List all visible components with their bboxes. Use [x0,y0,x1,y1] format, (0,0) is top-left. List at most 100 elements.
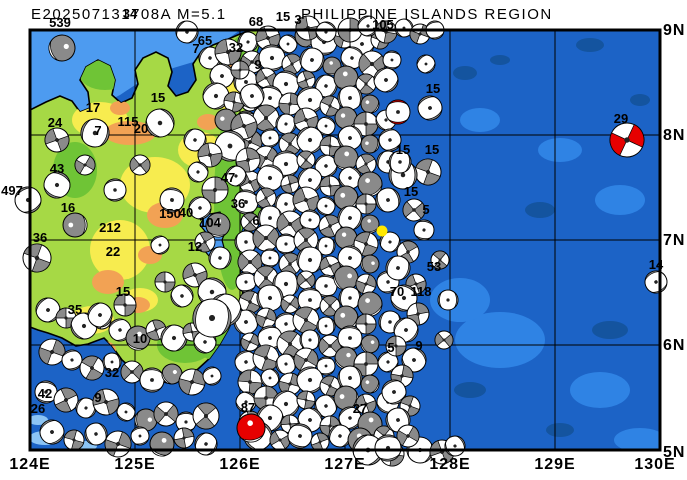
focal-mechanism [125,325,151,351]
focal-mechanism [150,235,170,255]
focal-mechanism [388,150,412,174]
focal-mechanism [437,289,459,311]
focal-mechanism [160,324,188,352]
focal-mechanism [280,294,300,314]
deep-water-patch [592,321,628,339]
focal-mechanism [299,47,325,73]
epicenter-dot [376,225,388,237]
depth-label: 14 [649,257,664,272]
focal-mechanism [225,165,247,187]
focal-mechanism-highlighted [236,413,266,443]
depth-label: 150 [159,206,181,221]
focal-mechanism [374,434,402,462]
mountain-orange-patch [110,101,130,115]
lat-tick-6n: 6N [663,337,686,354]
focal-mechanism [53,387,79,413]
focal-mechanism [360,214,380,234]
shallow-water-patch [595,185,645,215]
focal-mechanism [194,231,216,253]
depth-label: 24 [48,115,63,130]
focal-mechanism [293,347,319,373]
depth-label: 10 [133,331,147,346]
focal-mechanism [413,219,435,241]
deep-water-patch [453,66,477,80]
focal-mechanism [34,380,58,404]
focal-mechanism [173,427,195,449]
focal-mechanism [235,147,261,173]
focal-mechanism [63,429,85,451]
lat-tick-9n: 9N [663,22,686,39]
focal-mechanism [240,332,260,352]
focal-mechanism [130,426,150,446]
depth-label: 22 [106,244,120,259]
depth-label: 5 [387,340,394,355]
mountain-orange-patch [92,270,124,294]
focal-mechanism [75,397,97,419]
focal-mechanism [74,154,96,176]
focal-mechanism [319,135,341,157]
focal-mechanism [87,302,113,328]
focal-mechanism [239,83,265,109]
focal-mechanism [373,67,399,93]
depth-label: 9 [94,390,101,405]
deep-water-patch [546,423,574,437]
depth-label: 115 [118,114,139,129]
focal-mechanism [39,419,65,445]
depth-label: 105 [372,17,394,32]
depth-label: 497 [1,183,23,198]
depth-label: 17 [86,100,100,115]
focal-mechanism [154,271,176,293]
depth-label: 40 [179,205,193,220]
focal-mechanism [353,111,379,137]
focal-mechanism [14,186,42,214]
focal-mechanism [402,198,426,222]
focal-mechanism [153,401,179,427]
focal-mechanism [240,212,260,232]
focal-mechanism [385,335,407,357]
lon-tick-124e: 124E [9,456,51,473]
depth-label: 70 [390,284,404,299]
focal-mechanism [159,187,185,213]
focal-mechanism [116,402,136,422]
depth-label: 5 [422,202,429,217]
focal-mechanism [318,214,342,238]
focal-mechanism [417,95,443,121]
focal-mechanism [390,284,418,312]
depth-label: 16 [61,200,75,215]
focal-mechanism [43,171,71,199]
lon-tick-126e: 126E [219,456,261,473]
lon-tick-128e: 128E [429,456,471,473]
focal-mechanism [319,175,341,197]
focal-mechanism [337,125,363,151]
depth-label: 15 [151,90,165,105]
focal-mechanism [233,189,259,215]
focal-mechanism [275,233,297,255]
depth-label: 6 [252,213,259,228]
depth-label: 15 [276,9,290,24]
focal-mechanism [275,353,297,375]
focal-mechanism [252,224,280,252]
shallow-water-patch [570,372,630,408]
focal-mechanism [61,349,83,371]
focal-mechanism [353,351,379,377]
focal-mechanism [178,368,206,396]
depth-label: 32 [105,365,119,380]
focal-mechanism [197,142,223,168]
focal-mechanism [255,25,281,51]
depth-label: 47 [221,170,235,185]
depth-label: 212 [99,220,121,235]
depth-label: 15 [404,184,418,199]
focal-mechanism [379,231,401,253]
focal-mechanism [316,316,336,336]
focal-mechanism [355,193,377,215]
focal-mechanism [175,20,199,44]
focal-mechanism [260,368,280,388]
focal-mechanism [92,388,120,416]
focal-mechanism [252,104,280,132]
depth-label: 35 [68,302,82,317]
focal-mechanism [230,60,250,80]
focal-mechanism [161,363,183,385]
focal-mechanism [188,196,212,220]
deep-water-patch [576,38,604,52]
depth-label: 9 [254,57,261,72]
